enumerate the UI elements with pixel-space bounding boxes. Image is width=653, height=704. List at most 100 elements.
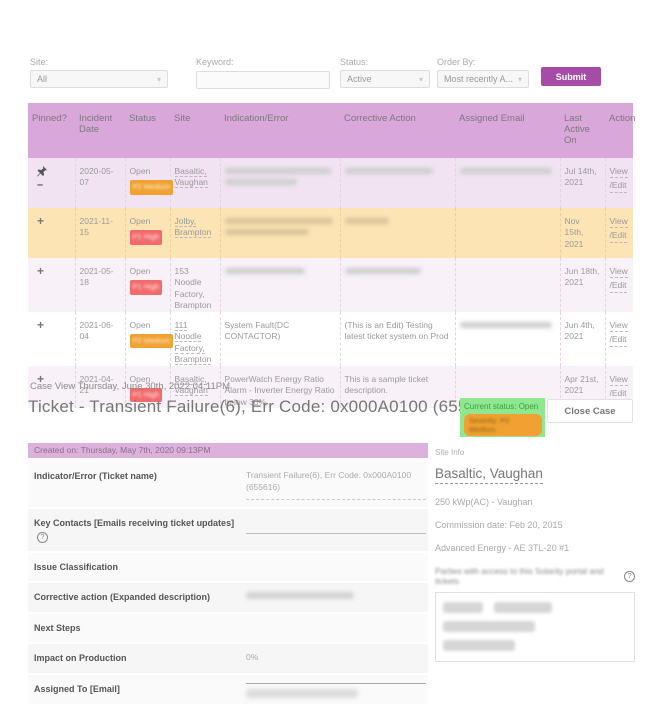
redacted-corrective-value[interactable] xyxy=(246,592,354,600)
col-pinned: Pinned? xyxy=(28,103,75,158)
site-text[interactable]: 153 Noodle Factory, Brampton xyxy=(174,266,212,311)
col-corrective: Corrective Action xyxy=(340,103,455,158)
pin-add-icon[interactable]: + xyxy=(37,214,45,228)
site-name-link[interactable]: Basaltic, Vaughan xyxy=(435,466,543,484)
severity-badge: P2 Medium xyxy=(129,180,174,195)
incident-date: 2020-05-07 xyxy=(75,158,126,208)
last-active: Jun 4th, 2021 xyxy=(560,311,606,366)
status-filter-select[interactable]: Active ▾ xyxy=(340,70,430,88)
edit-link[interactable]: /Edit xyxy=(609,180,627,193)
keyword-input[interactable] xyxy=(196,71,330,89)
redacted-corrective xyxy=(344,168,433,174)
created-on-bar: Created on: Thursday, May 7th, 2020 09:1… xyxy=(28,443,428,458)
incident-date: 2021-06-04 xyxy=(75,311,126,366)
col-last-active: Last Active On xyxy=(560,103,605,158)
col-status: Status xyxy=(125,103,170,158)
form-row-impact: Impact on Production 0% xyxy=(28,642,428,673)
form-row-next-steps: Next Steps xyxy=(28,611,428,643)
field-label: Next Steps xyxy=(34,622,81,633)
chevron-down-icon: ▾ xyxy=(517,74,522,84)
keyword-filter-group: Keyword: xyxy=(196,57,330,89)
status-filter-label: Status: xyxy=(340,57,369,67)
pin-add-icon[interactable]: + xyxy=(37,317,45,332)
site-link[interactable]: 111 Noodle Factory, Brampton xyxy=(174,319,212,366)
redacted-party-chip[interactable] xyxy=(494,602,553,613)
col-incident-date: Incident Date xyxy=(75,103,125,158)
form-row-issue-classification: Issue Classification xyxy=(28,550,428,582)
pin-add-icon[interactable]: + xyxy=(37,264,45,278)
table-row: + 2021-05-18 Open P1 High 153 Noodle Fac… xyxy=(28,258,633,312)
keyword-filter-label: Keyword: xyxy=(196,57,234,67)
form-row-indicator: Indicator/Error (Ticket name) Transient … xyxy=(28,460,428,507)
last-active: Nov 15th, 2021 xyxy=(560,208,606,258)
field-label: Impact on Production xyxy=(34,653,127,664)
status-filter-group: Status: Active ▾ xyxy=(340,57,430,88)
view-link[interactable]: View xyxy=(609,374,628,387)
view-link[interactable]: View xyxy=(609,320,628,333)
key-contacts-input[interactable] xyxy=(246,517,426,534)
current-status-text: Current status: Open xyxy=(464,402,539,411)
orderby-filter-select[interactable]: Most recently A... ▾ xyxy=(437,70,529,88)
field-label: Issue Classification xyxy=(34,561,119,572)
view-link[interactable]: View xyxy=(609,216,628,229)
table-row: – 2020-05-07 Open P2 Medium Basaltic, Va… xyxy=(28,158,633,208)
access-parties-box xyxy=(435,592,635,662)
orderby-filter-label: Order By: xyxy=(437,57,476,67)
help-icon[interactable]: ? xyxy=(37,532,48,544)
close-case-button[interactable]: Close Case xyxy=(547,399,633,423)
indicator-value[interactable]: Transient Failure(6), Err Code: 0x000A01… xyxy=(246,470,426,500)
field-label: Indicator/Error (Ticket name) xyxy=(34,471,157,481)
chevron-down-icon: ▾ xyxy=(418,74,423,84)
site-filter-group: Site: All ▾ xyxy=(30,57,168,88)
incident-date: 2021-05-18 xyxy=(75,258,126,312)
site-link[interactable]: Basaltic, Vaughan xyxy=(174,373,208,397)
orderby-filter-value: Most recently A... xyxy=(444,74,514,84)
redacted-party-chip[interactable] xyxy=(443,621,535,632)
unpin-icon[interactable]: – xyxy=(37,179,44,191)
submit-button[interactable]: Submit xyxy=(541,67,601,86)
edit-link[interactable]: /Edit xyxy=(609,230,627,243)
case-view-caption: Case View Thursday, June 30th, 2022 04:1… xyxy=(30,381,230,392)
edit-link[interactable]: /Edit xyxy=(609,334,627,347)
field-label: Key Contacts [Emails receiving ticket up… xyxy=(34,517,235,528)
severity-badge: P2 Medium xyxy=(129,334,174,349)
tickets-table: Pinned? Incident Date Status Site Indica… xyxy=(28,103,635,409)
severity-badge: Severity: P2 Medium xyxy=(464,414,542,436)
table-row: + 2021-04-21 Open P1 High Basaltic, Vaug… xyxy=(28,365,633,409)
redacted-party-chip[interactable] xyxy=(443,640,515,651)
corrective-text: This is a sample ticket description. xyxy=(340,365,456,409)
last-active: Jul 14th, 2021 xyxy=(560,158,606,208)
incident-date: 2021-11-15 xyxy=(75,208,126,258)
status-text: Open xyxy=(129,266,151,276)
redacted-party-chip[interactable] xyxy=(443,602,483,613)
last-active: Jun 18th, 2021 xyxy=(560,258,606,312)
redacted-corrective xyxy=(344,218,389,224)
redacted-assigned-email[interactable] xyxy=(246,688,358,698)
chevron-down-icon: ▾ xyxy=(156,74,161,84)
view-link[interactable]: View xyxy=(609,166,628,179)
redacted-email xyxy=(459,168,552,174)
status-filter-value: Active xyxy=(347,74,372,84)
redacted-email xyxy=(459,321,552,328)
status-text: Open xyxy=(129,166,151,176)
current-status-box: Current status: Open Severity: P2 Medium xyxy=(460,398,545,437)
site-link[interactable]: Jolby, Brampton xyxy=(174,216,212,239)
site-filter-select[interactable]: All ▾ xyxy=(30,70,168,88)
site-info-panel: Site Info Basaltic, Vaughan 250 kWp(AC) … xyxy=(435,448,635,662)
pin-add-icon[interactable]: + xyxy=(37,371,45,386)
help-icon[interactable]: ? xyxy=(624,570,635,582)
view-link[interactable]: View xyxy=(609,266,628,279)
site-filter-value: All xyxy=(37,74,48,84)
ticket-form: Indicator/Error (Ticket name) Transient … xyxy=(28,460,428,704)
edit-link[interactable]: /Edit xyxy=(609,280,627,293)
pin-icon[interactable] xyxy=(37,166,47,177)
table-header-row: Pinned? Incident Date Status Site Indica… xyxy=(28,103,635,158)
site-commission-date: Commission date: Feb 20, 2015 xyxy=(435,520,563,530)
form-row-corrective-action: Corrective action (Expanded description) xyxy=(28,581,428,612)
redacted-corrective xyxy=(344,268,421,274)
indication-text: PowerWatch Energy Ratio Alarm - Inverter… xyxy=(220,365,341,409)
impact-value[interactable]: 0% xyxy=(246,652,259,663)
form-row-assigned-to: Assigned To [Email] xyxy=(28,672,428,704)
status-text: Open xyxy=(129,373,151,384)
site-link[interactable]: Basaltic, Vaughan xyxy=(174,166,208,189)
